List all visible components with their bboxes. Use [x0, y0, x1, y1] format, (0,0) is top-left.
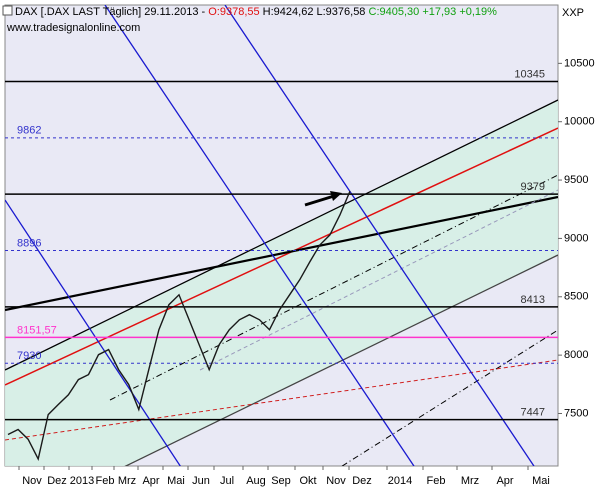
x-tick-label: Mai	[532, 475, 550, 487]
dashdot-trend	[341, 329, 558, 466]
y-tick-label: 9500	[564, 174, 588, 186]
channel-upper	[5, 99, 558, 371]
x-tick-label: 2014	[388, 475, 412, 487]
y-tick-label: 10000	[564, 116, 595, 128]
y-tick-label: 10500	[564, 57, 595, 69]
arrow-head	[330, 191, 342, 201]
level-label: 8896	[17, 237, 41, 249]
x-tick-label: Nov	[22, 475, 42, 487]
x-tick-label: 2013	[70, 475, 94, 487]
x-tick-label: Jun	[192, 475, 210, 487]
blue-line	[5, 199, 182, 466]
x-tick-label: Mrz	[461, 475, 479, 487]
dashdot-trend	[109, 174, 558, 401]
header-high-low: H:9424,62 L:9376,58	[263, 6, 366, 18]
x-tick-label: Okt	[299, 475, 316, 487]
black-trend	[5, 195, 558, 312]
header-instrument: DAX [.DAX LAST Täglich] 29.11.2013 -	[15, 6, 205, 18]
level-label: 8413	[521, 294, 545, 306]
level-label: 9862	[17, 125, 41, 137]
x-tick-label: Dez	[352, 475, 372, 487]
x-tick-label: Mrz	[118, 475, 136, 487]
header: DAX [.DAX LAST Täglich] 29.11.2013 - O:9…	[15, 6, 497, 18]
channel-lower	[124, 254, 558, 466]
icon	[2, 5, 13, 16]
level-label: 7930	[17, 350, 41, 362]
y-tick-label: 8000	[564, 349, 588, 361]
x-tick-label: Feb	[96, 475, 115, 487]
header-close: C:9405,30 +17,93 +0,19%	[369, 6, 498, 18]
arrow-shaft	[304, 194, 335, 207]
x-tick-label: Jul	[220, 475, 234, 487]
header-open: O:9378,55	[208, 6, 259, 18]
x-tick-label: Aug	[246, 475, 266, 487]
axis-code: XXP	[562, 7, 584, 19]
x-tick-label: Apr	[142, 475, 159, 487]
gray-dashed	[199, 189, 558, 371]
y-tick-label: 8500	[564, 291, 588, 303]
x-tick-label: Nov	[326, 475, 346, 487]
series	[7, 190, 351, 462]
x-tick-label: Sep	[271, 475, 291, 487]
level-label: 9379	[521, 181, 545, 193]
red-dashed	[5, 359, 558, 441]
level-label: 7447	[521, 407, 545, 419]
level-label: 10345	[514, 68, 545, 80]
price-line	[7, 190, 351, 462]
x-tick-label: Mai	[167, 475, 185, 487]
x-tick-label: Feb	[427, 475, 446, 487]
level-label: 8151,57	[17, 324, 57, 336]
x-tick-label: Apr	[496, 475, 513, 487]
source: www.tradesignalonline.com	[6, 22, 140, 34]
x-tick-label: Dez	[47, 475, 67, 487]
red-trend	[5, 127, 558, 386]
y-tick-label: 9000	[564, 232, 588, 244]
y-tick-label: 7500	[564, 407, 588, 419]
